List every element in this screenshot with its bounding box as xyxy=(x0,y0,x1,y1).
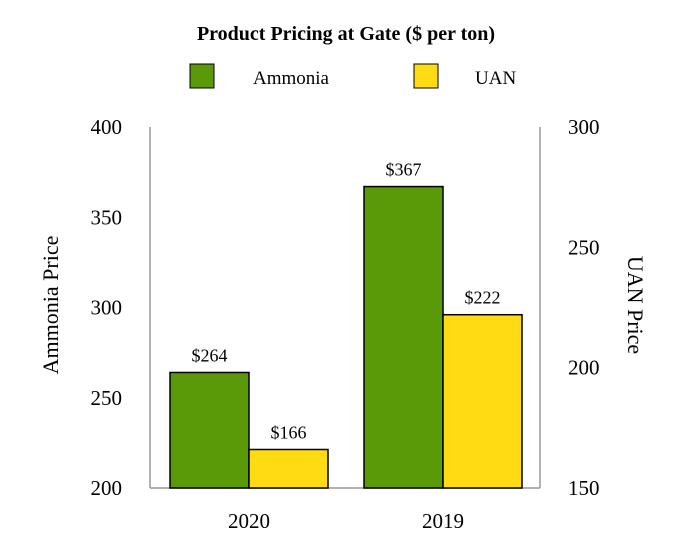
chart-title: Product Pricing at Gate ($ per ton) xyxy=(197,23,495,45)
right-tick-label: 250 xyxy=(568,235,600,259)
legend-swatch-uan xyxy=(413,63,439,89)
data-label-uan-2019: $222 xyxy=(465,288,501,308)
right-axis-label: UAN Price xyxy=(623,256,648,354)
left-tick-label: 300 xyxy=(91,296,123,320)
bar-ammonia-2019 xyxy=(363,185,444,489)
x-axis-ticks: 2020 2019 xyxy=(228,509,464,533)
right-tick-label: 300 xyxy=(568,115,600,139)
left-axis-label: Ammonia Price xyxy=(38,236,63,375)
bars: $264 $367 $166 $222 xyxy=(169,160,523,489)
x-tick-label: 2019 xyxy=(422,509,464,533)
data-label-uan-2020: $166 xyxy=(271,422,307,442)
bar-uan-2019 xyxy=(442,313,523,489)
left-axis-ticks: 200 250 300 350 400 xyxy=(91,115,123,500)
x-tick-label: 2020 xyxy=(228,509,270,533)
data-label-ammonia-2020: $264 xyxy=(192,345,228,365)
right-tick-label: 150 xyxy=(568,476,600,500)
legend: Ammonia UAN xyxy=(189,63,516,89)
legend-label-uan: UAN xyxy=(475,68,516,89)
left-tick-label: 200 xyxy=(91,476,123,500)
left-tick-label: 250 xyxy=(91,386,123,410)
right-axis-ticks: 150 200 250 300 xyxy=(568,115,600,500)
bar-uan-2020 xyxy=(248,448,329,489)
left-tick-label: 400 xyxy=(91,115,123,139)
data-label-ammonia-2019: $367 xyxy=(386,160,422,180)
bar-ammonia-2020 xyxy=(169,371,250,489)
left-tick-label: 350 xyxy=(91,205,123,229)
legend-swatch-ammonia xyxy=(189,63,215,89)
legend-label-ammonia: Ammonia xyxy=(253,68,330,89)
right-tick-label: 200 xyxy=(568,356,600,380)
